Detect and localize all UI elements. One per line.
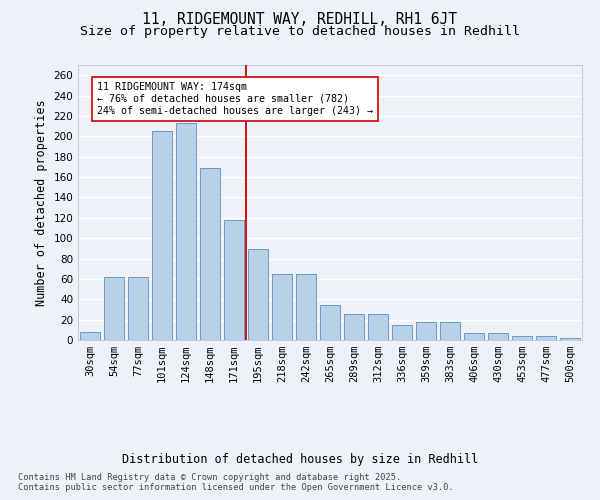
Text: 11, RIDGEMOUNT WAY, REDHILL, RH1 6JT: 11, RIDGEMOUNT WAY, REDHILL, RH1 6JT [143, 12, 458, 28]
Bar [560, 338, 580, 340]
Bar [416, 322, 436, 340]
Bar [296, 274, 316, 340]
Bar [176, 123, 196, 340]
Bar [128, 277, 148, 340]
Bar [104, 277, 124, 340]
Bar [464, 333, 484, 340]
Bar [488, 333, 508, 340]
Text: 11 RIDGEMOUNT WAY: 174sqm
← 76% of detached houses are smaller (782)
24% of semi: 11 RIDGEMOUNT WAY: 174sqm ← 76% of detac… [97, 82, 373, 116]
Bar [272, 274, 292, 340]
Bar [320, 306, 340, 340]
Bar [344, 314, 364, 340]
Bar [392, 324, 412, 340]
Bar [512, 336, 532, 340]
Text: Contains HM Land Registry data © Crown copyright and database right 2025.
Contai: Contains HM Land Registry data © Crown c… [18, 472, 454, 492]
Text: Size of property relative to detached houses in Redhill: Size of property relative to detached ho… [80, 25, 520, 38]
Bar [80, 332, 100, 340]
Bar [440, 322, 460, 340]
Bar [368, 314, 388, 340]
Y-axis label: Number of detached properties: Number of detached properties [35, 99, 48, 306]
Bar [224, 220, 244, 340]
Bar [200, 168, 220, 340]
Bar [152, 131, 172, 340]
Text: Distribution of detached houses by size in Redhill: Distribution of detached houses by size … [122, 452, 478, 466]
Bar [536, 336, 556, 340]
Bar [248, 250, 268, 340]
